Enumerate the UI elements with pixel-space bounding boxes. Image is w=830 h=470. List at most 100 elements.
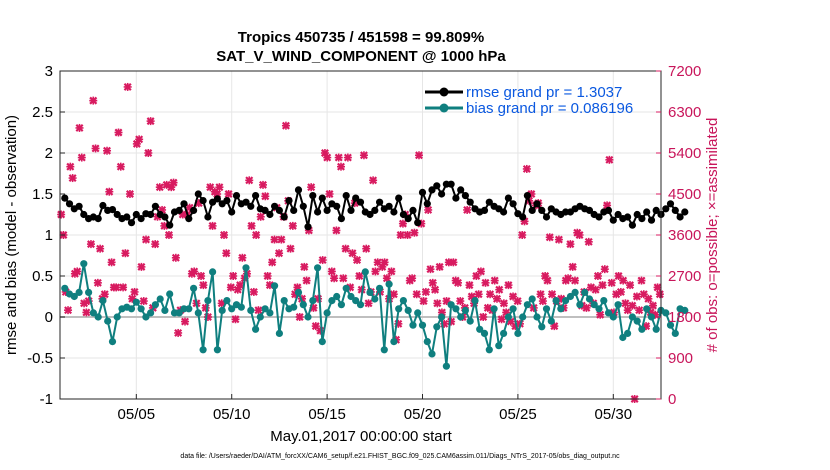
obs-point: [607, 278, 616, 287]
bias-point: [552, 297, 560, 305]
y-tick-label: 1.5: [32, 186, 53, 203]
rmse-point: [542, 213, 551, 221]
obs-point: [286, 244, 295, 253]
rmse-point: [204, 213, 212, 221]
y2-tick-label: 900: [668, 350, 693, 367]
obs-point: [605, 155, 614, 164]
bias-point: [380, 346, 388, 354]
obs-point: [453, 278, 462, 287]
bias-point: [390, 338, 398, 346]
obs-point: [616, 287, 625, 296]
rmse-point: [199, 197, 207, 205]
obs-point: [369, 176, 378, 185]
bias-point: [80, 260, 88, 268]
bias-point: [75, 288, 83, 296]
obs-point: [568, 262, 577, 271]
rmse-point: [638, 215, 646, 223]
obs-point: [238, 253, 247, 262]
obs-point: [518, 231, 527, 239]
rmse-point: [75, 202, 83, 210]
rmse-point: [604, 206, 613, 214]
obs-point: [277, 235, 286, 244]
rmse-point: [409, 206, 417, 214]
bias-point: [523, 301, 532, 309]
bias-point: [108, 338, 117, 346]
bias-point: [161, 306, 169, 314]
obs-point: [146, 117, 155, 126]
rmse-point: [294, 186, 303, 194]
bias-point: [624, 329, 632, 337]
bias-point: [638, 325, 646, 333]
rmse-point: [390, 208, 398, 216]
footer-file-path: data file: /Users/raeder/DAI/ATM_forcXX/…: [180, 453, 620, 460]
bias-point: [314, 264, 322, 272]
obs-point: [323, 153, 332, 162]
y2-tick-label: 3600: [668, 227, 701, 244]
rmse-point: [395, 194, 403, 202]
obs-point: [256, 212, 265, 221]
chart-title: Tropics 450735 / 451598 = 99.809%: [238, 29, 484, 46]
rmse-point: [333, 202, 341, 210]
obs-point: [57, 210, 66, 219]
bias-point: [342, 284, 350, 292]
bias-point: [409, 321, 417, 329]
bias-point: [271, 282, 279, 290]
rmse-point: [624, 213, 632, 221]
bias-point: [294, 288, 303, 296]
obs-point: [593, 272, 602, 280]
obs-point: [621, 299, 630, 308]
rmse-point: [356, 198, 365, 206]
rmse-point: [275, 206, 283, 214]
obs-point: [355, 272, 364, 280]
obs-point: [190, 267, 199, 276]
obs-point: [353, 256, 362, 265]
rmse-point: [628, 221, 637, 229]
obs-point: [171, 253, 180, 262]
x-axis: 05/05 05/10 05/15 05/20 05/25 05/30: [118, 394, 632, 423]
obs-point: [249, 287, 258, 296]
obs-point: [121, 249, 130, 258]
rmse-point: [137, 215, 145, 223]
rmse-point: [433, 182, 441, 190]
obs-point: [96, 244, 105, 253]
plot-area: [57, 70, 689, 403]
rmse-point: [252, 192, 260, 200]
rmse-point: [309, 192, 317, 200]
obs-point: [545, 233, 554, 242]
rmse-point: [466, 198, 474, 206]
y2-tick-label: 6300: [668, 104, 701, 121]
obs-point: [389, 290, 398, 299]
rmse-point: [314, 208, 322, 216]
obs-point: [575, 231, 584, 239]
bias-point: [662, 309, 670, 317]
obs-point: [431, 285, 440, 294]
obs-point: [628, 301, 637, 310]
obs-point: [307, 183, 316, 192]
obs-point: [77, 153, 86, 162]
obs-point: [245, 176, 254, 185]
obs-point: [582, 303, 591, 312]
obs-point: [428, 278, 437, 287]
bias-point: [509, 305, 517, 313]
rmse-point: [509, 200, 517, 208]
obs-point: [341, 244, 350, 253]
obs-point: [119, 283, 128, 292]
rmse-series: [61, 180, 689, 231]
rmse-point: [323, 206, 331, 214]
bias-point: [447, 301, 455, 309]
obs-point: [103, 146, 112, 155]
obs-point: [536, 290, 545, 299]
bias-point: [252, 325, 260, 333]
obs-point: [371, 267, 380, 276]
obs-point: [91, 144, 100, 153]
legend-bias-label: bias grand pr = 0.086196: [466, 100, 633, 117]
bias-point: [514, 329, 522, 337]
y-tick-label: 0: [45, 309, 53, 326]
obs-point: [538, 297, 547, 306]
obs-point: [591, 285, 600, 294]
obs-point: [543, 276, 552, 285]
rmse-point: [452, 194, 460, 202]
bias-point: [395, 305, 403, 313]
obs-point: [479, 313, 488, 321]
